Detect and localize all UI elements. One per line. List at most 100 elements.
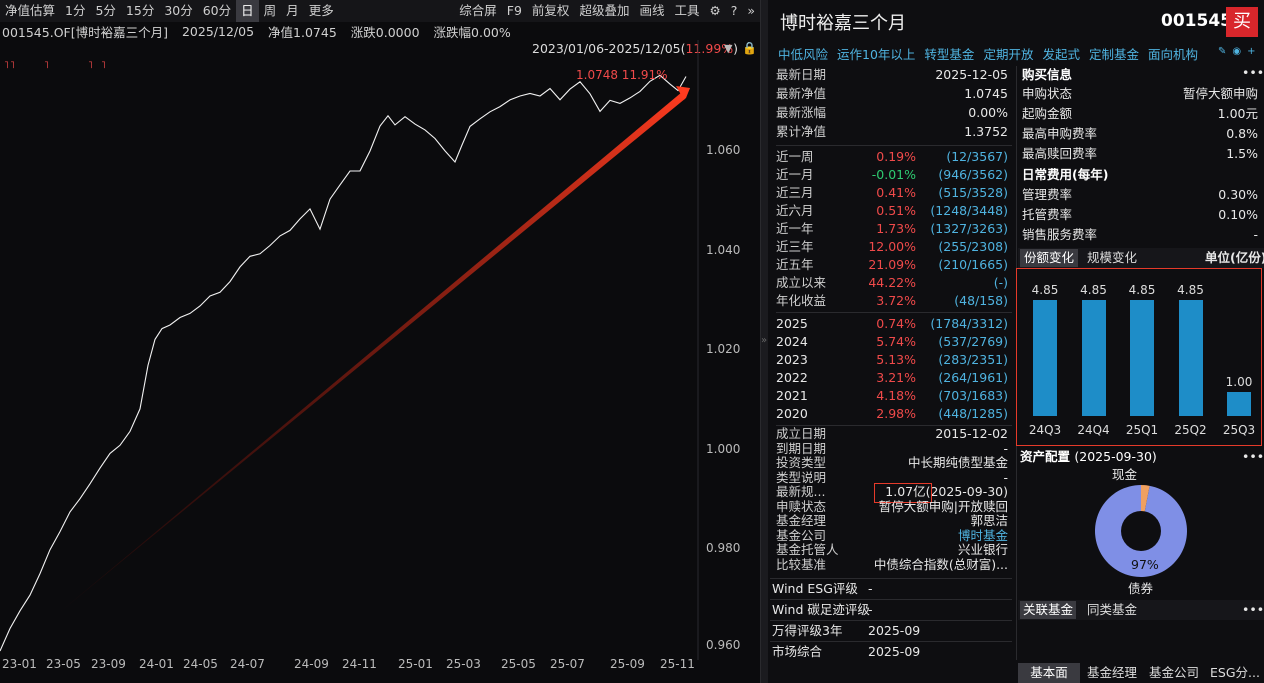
- gear-icon[interactable]: ⚙: [709, 3, 721, 18]
- tag-age[interactable]: 运作10年以上: [837, 47, 916, 62]
- perf-rank-5[interactable]: (255/2308): [938, 239, 1008, 254]
- perf-value-5: 12.00%: [868, 239, 916, 254]
- panel-splitter[interactable]: »: [760, 0, 768, 683]
- year-rank-1[interactable]: (537/2769): [938, 334, 1008, 349]
- tb-15min[interactable]: 15分: [125, 3, 155, 18]
- x-tick-10: 25-05: [501, 657, 536, 671]
- buy-button[interactable]: 买: [1226, 7, 1258, 37]
- perf-label-1: 近一月: [776, 167, 814, 182]
- tab-fundamentals[interactable]: 基本面: [1018, 663, 1080, 683]
- year-rank-2[interactable]: (283/2351): [938, 352, 1008, 367]
- perf-rank-6[interactable]: (210/1665): [938, 257, 1008, 272]
- event-marker-0[interactable]: ˥: [4, 60, 9, 71]
- year-rank-3[interactable]: (264/1961): [938, 370, 1008, 385]
- tb-nav-estimate[interactable]: 净值估算: [5, 3, 56, 18]
- dropdown-icon[interactable]: ▼: [724, 42, 733, 55]
- perf-label-7: 成立以来: [776, 275, 827, 290]
- tb-draw[interactable]: 画线: [639, 3, 665, 18]
- perf-rank-1[interactable]: (946/3562): [938, 167, 1008, 182]
- detail-value-7[interactable]: 博时基金: [957, 527, 1008, 543]
- tab-share-change[interactable]: 份额变化: [1020, 249, 1079, 267]
- tb-overlay[interactable]: 超级叠加: [579, 3, 630, 18]
- tb-day[interactable]: 日: [236, 0, 259, 22]
- rating-value-3: 2025-09: [868, 644, 921, 659]
- info-change: 涨跌0.0000: [350, 24, 420, 40]
- help-icon[interactable]: ?: [730, 3, 738, 18]
- tab-similar-fund[interactable]: 同类基金: [1087, 602, 1138, 617]
- tb-1min[interactable]: 1分: [65, 3, 86, 18]
- basic-value-0: 2025-12-05: [935, 67, 1008, 82]
- tab-fund-company[interactable]: 基金公司: [1148, 665, 1199, 680]
- buy-info-more-icon[interactable]: •••: [1242, 65, 1264, 80]
- tag-institution[interactable]: 面向机构: [1147, 47, 1198, 62]
- share-bar-0: [1033, 299, 1057, 416]
- tab-scale-change[interactable]: 规模变化: [1087, 250, 1138, 265]
- share-bar-chart: 4.85 24Q3 4.85 24Q4 4.85 25Q1 4.85 25Q2 1.00 25Q3: [1018, 270, 1260, 444]
- nav-series-line: [0, 74, 687, 652]
- tag-initiated[interactable]: 发起式: [1042, 47, 1080, 62]
- perf-rank-8[interactable]: (48/158): [954, 293, 1008, 308]
- x-tick-1: 23-05: [46, 657, 81, 671]
- perf-value-6: 21.09%: [868, 257, 916, 272]
- tb-f9[interactable]: F9: [506, 3, 522, 18]
- tag-transform[interactable]: 转型基金: [924, 47, 975, 62]
- perf-rank-3[interactable]: (1248/3448): [930, 203, 1008, 218]
- year-rank-5[interactable]: (448/1285): [938, 406, 1008, 421]
- buy-label-0: 申购状态: [1022, 86, 1073, 101]
- range-close: ): [733, 41, 739, 56]
- detail-value-9: 中债综合指数(总财富)...: [873, 556, 1008, 572]
- nav-line-chart[interactable]: ˥ ˥ ˥ ˥ ˥ 1.0748 11.91%: [0, 40, 760, 660]
- lock-icon[interactable]: 🔒: [742, 41, 757, 55]
- tag-tool-icons[interactable]: ✎◉+: [1218, 46, 1262, 57]
- perf-label-2: 近三月: [776, 185, 814, 200]
- tag-periodic[interactable]: 定期开放: [983, 47, 1034, 62]
- perf-rank-0[interactable]: (12/3567): [946, 149, 1008, 164]
- tb-month[interactable]: 月: [286, 3, 299, 18]
- range-label[interactable]: 2023/01/06-2025/12/05(11.99%): [532, 41, 738, 56]
- perf-rank-2[interactable]: (515/3528): [938, 185, 1008, 200]
- tb-30min[interactable]: 30分: [164, 3, 193, 18]
- tb-60min[interactable]: 60分: [202, 3, 232, 18]
- tb-5min[interactable]: 5分: [95, 3, 116, 18]
- basic-label-1: 最新净值: [776, 86, 827, 101]
- year-label-5: 2020: [776, 406, 808, 421]
- tb-week[interactable]: 周: [263, 3, 277, 18]
- share-bar-label-3: 25Q2: [1174, 423, 1207, 437]
- rating-label-3: 市场综合: [772, 644, 823, 659]
- detail-label-3: 类型说明: [776, 469, 827, 485]
- asset-more-icon[interactable]: •••: [1242, 449, 1264, 464]
- event-marker-1[interactable]: ˥: [10, 60, 15, 71]
- tb-adjust[interactable]: 前复权: [531, 3, 570, 18]
- perf-rank-4[interactable]: (1327/3263): [930, 221, 1008, 236]
- tb-more[interactable]: 更多: [308, 3, 334, 18]
- event-marker-2[interactable]: ˥: [44, 60, 49, 71]
- tb-composite[interactable]: 综合屏: [459, 3, 497, 18]
- tab-fund-manager[interactable]: 基金经理: [1086, 665, 1137, 680]
- year-rank-0[interactable]: (1784/3312): [930, 316, 1008, 331]
- tag-risk[interactable]: 中低风险: [778, 47, 829, 62]
- pie-label-bond: 债券: [1128, 581, 1154, 596]
- buy-value-1: 1.00元: [1217, 106, 1258, 121]
- share-bar-2: [1130, 299, 1154, 416]
- tb-tools[interactable]: 工具: [674, 3, 700, 18]
- event-marker-4[interactable]: ˥: [101, 60, 106, 71]
- x-tick-5: 24-07: [230, 657, 265, 671]
- year-value-1: 5.74%: [876, 334, 916, 349]
- related-more-icon[interactable]: •••: [1242, 602, 1264, 617]
- tab-esg[interactable]: ESG分...: [1210, 665, 1260, 680]
- tab-related-fund[interactable]: 关联基金: [1020, 601, 1077, 619]
- rating-label-0: Wind ESG评级: [772, 581, 858, 596]
- tag-custom[interactable]: 定制基金: [1088, 47, 1139, 62]
- share-unit: 单位(亿份): [1205, 250, 1264, 265]
- perf-value-8: 3.72%: [876, 293, 916, 308]
- collapse-icon[interactable]: »: [747, 3, 755, 18]
- rating-label-1: Wind 碳足迹评级: [772, 602, 870, 617]
- fee-value-1: 0.10%: [1218, 207, 1258, 222]
- sep-details: [776, 425, 1012, 426]
- year-rank-4[interactable]: (703/1683): [938, 388, 1008, 403]
- detail-label-7: 基金公司: [776, 527, 827, 543]
- y-tick-2: 1.020: [706, 342, 741, 356]
- event-marker-3[interactable]: ˥: [88, 60, 93, 71]
- perf-rank-7[interactable]: (-): [993, 275, 1008, 290]
- fee-label-2: 销售服务费率: [1022, 227, 1098, 242]
